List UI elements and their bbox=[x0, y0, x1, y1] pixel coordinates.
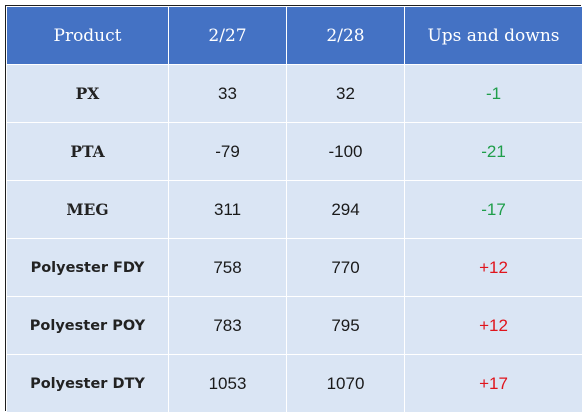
price-table-container: Product 2/27 2/28 Ups and downs PX 33 32… bbox=[5, 5, 583, 413]
value-cell: 783 bbox=[168, 296, 287, 355]
product-cell: PX bbox=[6, 64, 169, 123]
table-row: PTA -79 -100 -21 bbox=[6, 122, 583, 181]
product-cell: Polyester FDY bbox=[6, 238, 169, 297]
table-row: Polyester FDY 758 770 +12 bbox=[6, 238, 583, 297]
value-cell: 294 bbox=[286, 180, 405, 239]
change-cell: -1 bbox=[404, 64, 583, 123]
table-row: Polyester DTY 1053 1070 +17 bbox=[6, 354, 583, 413]
product-cell: MEG bbox=[6, 180, 169, 239]
change-cell: -17 bbox=[404, 180, 583, 239]
value-cell: 758 bbox=[168, 238, 287, 297]
value-cell: 770 bbox=[286, 238, 405, 297]
value-cell: 795 bbox=[286, 296, 405, 355]
value-cell: 33 bbox=[168, 64, 287, 123]
product-cell: Polyester POY bbox=[6, 296, 169, 355]
change-cell: +17 bbox=[404, 354, 583, 413]
table-header-row: Product 2/27 2/28 Ups and downs bbox=[6, 6, 583, 65]
product-cell: PTA bbox=[6, 122, 169, 181]
value-cell: 311 bbox=[168, 180, 287, 239]
value-cell: 1070 bbox=[286, 354, 405, 413]
table-row: MEG 311 294 -17 bbox=[6, 180, 583, 239]
change-cell: +12 bbox=[404, 238, 583, 297]
table-row: PX 33 32 -1 bbox=[6, 64, 583, 123]
price-table: Product 2/27 2/28 Ups and downs PX 33 32… bbox=[6, 6, 583, 413]
value-cell: -100 bbox=[286, 122, 405, 181]
product-cell: Polyester DTY bbox=[6, 354, 169, 413]
value-cell: -79 bbox=[168, 122, 287, 181]
change-cell: -21 bbox=[404, 122, 583, 181]
header-change: Ups and downs bbox=[404, 6, 583, 65]
value-cell: 1053 bbox=[168, 354, 287, 413]
table-row: Polyester POY 783 795 +12 bbox=[6, 296, 583, 355]
header-date-2: 2/28 bbox=[286, 6, 405, 65]
header-product: Product bbox=[6, 6, 169, 65]
header-date-1: 2/27 bbox=[168, 6, 287, 65]
value-cell: 32 bbox=[286, 64, 405, 123]
change-cell: +12 bbox=[404, 296, 583, 355]
